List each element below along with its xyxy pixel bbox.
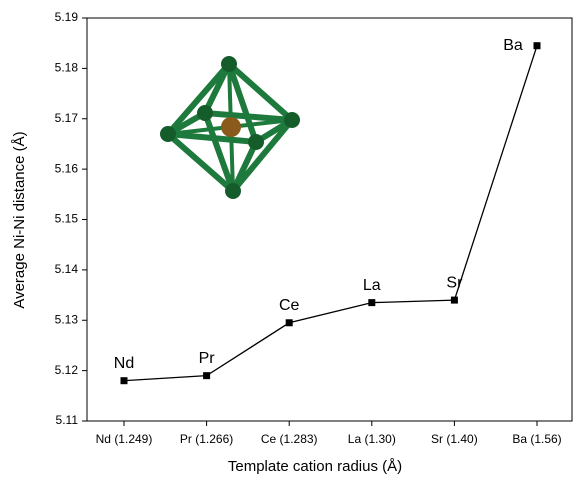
x-tick-label: Nd (1.249) bbox=[96, 432, 153, 446]
plot-frame bbox=[87, 18, 572, 421]
x-tick-label: Sr (1.40) bbox=[431, 432, 478, 446]
marker bbox=[203, 372, 210, 379]
y-tick-label: 5.11 bbox=[56, 413, 79, 427]
y-tick-label: 5.17 bbox=[55, 111, 79, 125]
x-tick-label: La (1.30) bbox=[348, 432, 396, 446]
octahedron-illustration bbox=[160, 56, 300, 199]
x-axis-title: Template cation radius (Å) bbox=[228, 458, 402, 475]
marker bbox=[286, 319, 293, 326]
marker bbox=[534, 42, 541, 49]
y-tick-label: 5.18 bbox=[55, 61, 79, 75]
chart: Template cation radius (Å) Average Ni-Ni… bbox=[0, 0, 578, 481]
point-label: Sr bbox=[446, 274, 463, 291]
y-tick-label: 5.12 bbox=[55, 363, 79, 377]
x-tick-label: Pr (1.266) bbox=[180, 432, 233, 446]
y-tick-label: 5.19 bbox=[55, 10, 79, 24]
x-tick-label: Ba (1.56) bbox=[512, 432, 561, 446]
point-label: Nd bbox=[114, 355, 134, 372]
point-label: Ba bbox=[503, 37, 523, 54]
line bbox=[124, 46, 537, 381]
marker bbox=[451, 297, 458, 304]
x-tick-label: Ce (1.283) bbox=[261, 432, 318, 446]
y-tick-label: 5.13 bbox=[55, 312, 79, 326]
marker bbox=[121, 377, 128, 384]
y-tick-label: 5.14 bbox=[55, 262, 79, 276]
y-tick-label: 5.16 bbox=[55, 161, 79, 175]
point-label: Ce bbox=[279, 297, 300, 314]
y-tick-label: 5.15 bbox=[55, 212, 79, 226]
y-axis-title: Average Ni-Ni distance (Å) bbox=[11, 131, 28, 308]
marker bbox=[368, 299, 375, 306]
point-label: La bbox=[363, 277, 381, 294]
point-label: Pr bbox=[199, 350, 216, 367]
